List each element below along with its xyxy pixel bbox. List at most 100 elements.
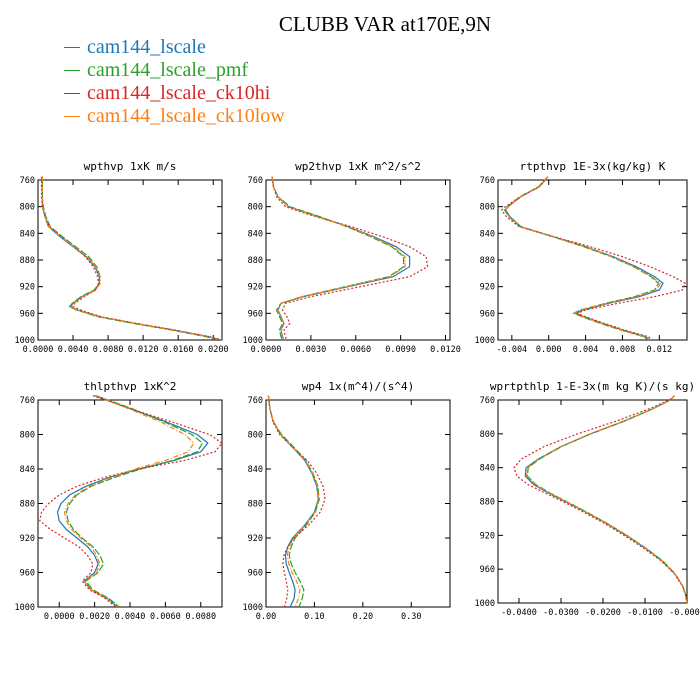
- y-tick-label: 920: [248, 534, 263, 544]
- x-tick-label: 0.004: [573, 345, 599, 355]
- x-tick-label: -0.0100: [627, 608, 663, 618]
- y-tick-label: 960: [20, 569, 35, 579]
- legend-label: cam144_lscale_pmf: [87, 59, 249, 81]
- series-line: [500, 176, 686, 340]
- y-tick-label: 760: [480, 176, 495, 186]
- series-line: [503, 176, 662, 340]
- x-tick-label: 0.0000: [251, 345, 282, 355]
- series-line: [271, 176, 405, 340]
- legend-swatch: [64, 116, 80, 117]
- panel-title: wpthvp 1xK m/s: [84, 160, 177, 173]
- y-tick-label: 960: [480, 565, 495, 575]
- legend-item: cam144_lscale_pmf: [64, 59, 285, 82]
- x-tick-label: 0.0060: [150, 612, 181, 622]
- figure-title: CLUBB VAR at170E,9N: [278, 12, 492, 36]
- x-tick-label: 0.012: [647, 345, 673, 355]
- chart-panel: thlpthvp 1xK^2 760 800 840 880 920 960 1000 0.00…: [15, 380, 223, 622]
- legend: cam144_lscale cam144_lscale_pmf cam144_l…: [64, 36, 285, 128]
- x-tick-label: 0.0080: [185, 612, 216, 622]
- x-tick-label: 0.000: [536, 345, 562, 355]
- series-line: [41, 176, 220, 340]
- x-tick-label: 0.20: [353, 612, 373, 622]
- x-tick-label: -0.0200: [585, 608, 621, 618]
- panel-title: wprtpthlp 1-E-3x(m kg K)/(s kg): [490, 380, 695, 393]
- x-tick-label: 0.0040: [115, 612, 146, 622]
- series-line: [267, 395, 320, 607]
- x-tick-label: 0.0080: [93, 345, 124, 355]
- y-tick-label: 880: [480, 256, 495, 266]
- y-tick-label: 920: [20, 283, 35, 293]
- series-line: [271, 176, 411, 340]
- y-tick-label: 840: [20, 229, 35, 239]
- x-tick-label: -0.0000: [669, 608, 700, 618]
- y-tick-label: 800: [480, 203, 495, 213]
- plot-frame: [265, 399, 451, 608]
- y-tick-label: 960: [480, 309, 495, 319]
- series-line: [56, 395, 209, 607]
- series-line: [63, 395, 195, 607]
- panel-title: rtpthvp 1E-3x(kg/kg) K: [520, 160, 666, 173]
- plot-frame: [37, 399, 223, 608]
- y-tick-label: 760: [248, 396, 263, 406]
- y-tick-label: 800: [248, 203, 263, 213]
- chart-panel: rtpthvp 1E-3x(kg/kg) K 760 800 840 880 920 960…: [475, 160, 688, 355]
- x-tick-label: 0.30: [401, 612, 421, 622]
- y-tick-label: 920: [480, 531, 495, 541]
- x-tick-label: 0.0020: [79, 612, 110, 622]
- y-tick-label: 960: [248, 309, 263, 319]
- y-tick-label: 800: [248, 431, 263, 441]
- y-tick-label: 840: [480, 464, 495, 474]
- legend-item: cam144_lscale: [64, 36, 285, 59]
- x-tick-label: 0.0000: [44, 612, 75, 622]
- legend-swatch: [64, 70, 80, 71]
- series-line: [267, 395, 326, 607]
- panel-title: wp4 1x(m^4)/(s^4): [302, 380, 415, 393]
- x-tick-label: 0.0060: [340, 345, 371, 355]
- plot-frame: [497, 179, 688, 341]
- y-tick-label: 840: [20, 465, 35, 475]
- y-tick-label: 880: [480, 498, 495, 508]
- y-tick-label: 920: [480, 283, 495, 293]
- legend-item: cam144_lscale_ck10hi: [64, 82, 285, 105]
- y-tick-label: 880: [248, 256, 263, 266]
- legend-item: cam144_lscale_ck10low: [64, 105, 285, 128]
- legend-label: cam144_lscale_ck10hi: [87, 82, 271, 104]
- y-tick-label: 800: [20, 431, 35, 441]
- panel-title: thlpthvp 1xK^2: [84, 380, 177, 393]
- y-tick-label: 1000: [15, 336, 35, 346]
- x-tick-label: 0.0090: [385, 345, 416, 355]
- x-tick-label: 0.0200: [198, 345, 229, 355]
- y-tick-label: 960: [248, 569, 263, 579]
- y-tick-label: 920: [248, 283, 263, 293]
- y-tick-label: 880: [20, 500, 35, 510]
- y-tick-label: 920: [20, 534, 35, 544]
- y-tick-label: 1000: [243, 603, 263, 613]
- series-line: [65, 395, 204, 607]
- series-line: [41, 176, 218, 340]
- y-tick-label: 760: [20, 176, 35, 186]
- x-tick-label: 0.0040: [58, 345, 89, 355]
- y-tick-label: 840: [480, 229, 495, 239]
- x-tick-label: 0.0120: [128, 345, 159, 355]
- plot-frame: [265, 179, 451, 341]
- y-tick-label: 960: [20, 309, 35, 319]
- legend-label: cam144_lscale_ck10low: [87, 105, 285, 127]
- y-tick-label: 800: [480, 430, 495, 440]
- y-tick-label: 800: [20, 203, 35, 213]
- y-tick-label: 1000: [475, 336, 495, 346]
- chart-panel: wpthvp 1xK m/s76080084088092096010000.00…: [15, 160, 229, 355]
- chart-panel: wprtpthlp 1-E-3x(m kg K)/(s kg) 760 800 840…: [475, 380, 700, 618]
- y-tick-label: 880: [20, 256, 35, 266]
- plot-frame: [37, 179, 223, 341]
- series-line: [40, 176, 222, 340]
- x-tick-label: 0.0030: [296, 345, 327, 355]
- y-tick-label: 760: [20, 396, 35, 406]
- x-tick-label: -0.0300: [543, 608, 579, 618]
- plot-frame: [497, 399, 688, 604]
- x-tick-label: 0.10: [304, 612, 324, 622]
- y-tick-label: 760: [480, 396, 495, 406]
- x-tick-label: 0.0000: [23, 345, 54, 355]
- series-line: [513, 395, 687, 603]
- x-tick-label: 0.00: [256, 612, 276, 622]
